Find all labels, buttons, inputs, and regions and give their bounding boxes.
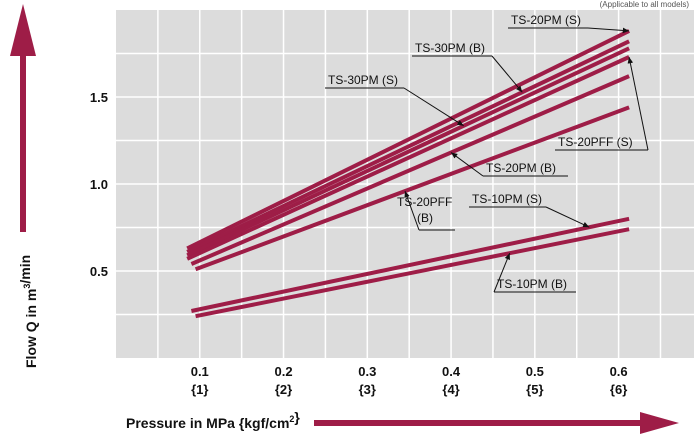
label-leader-arrow	[403, 87, 464, 127]
y-axis-label-text: Flow Q in m3/min	[17, 255, 39, 368]
series-line	[190, 216, 630, 313]
series-label: TS-20PM (B)	[486, 161, 556, 175]
y-tick-labels: 0.5 1.0 1.5	[90, 90, 108, 279]
x-axis-label-text: Pressure in MPa {kgf/cm2}	[126, 409, 300, 431]
axis-label-superscript: 3	[22, 284, 32, 289]
x-tick-sublabel: {3}	[359, 382, 376, 397]
x-tick-label: 0.6	[610, 364, 628, 379]
series-line	[186, 29, 630, 251]
series-label: TS-20PFF (S)	[558, 135, 633, 149]
series-label: TS-10PM (B)	[497, 277, 567, 291]
corner-note: (Applicable to all models)	[600, 0, 690, 9]
x-tick-sublabel: {1}	[191, 382, 208, 397]
axis-label-part: Flow Q in m	[23, 289, 39, 368]
axis-label-superscript: 2	[289, 414, 294, 424]
label-leader-arrow	[450, 152, 484, 177]
series-label: TS-20PFF	[397, 195, 452, 209]
axis-label-part: Pressure in MPa {kgf/cm	[126, 415, 289, 431]
label-leader-arrow	[404, 190, 420, 231]
x-tick-sublabel: {5}	[526, 382, 543, 397]
label-leader-arrow	[491, 55, 523, 93]
x-tick-sublabel: {2}	[275, 382, 292, 397]
x-axis-label: Pressure in MPa {kgf/cm2}	[126, 409, 300, 431]
label-leader-arrow	[493, 253, 511, 293]
x-tick-sublabel: {6}	[610, 382, 627, 397]
x-axis-arrow	[314, 412, 679, 434]
series-line	[186, 46, 630, 258]
x-tick-label: 0.2	[274, 364, 292, 379]
y-axis-label: Flow Q in m3/min	[17, 255, 39, 368]
axis-label-part: }	[294, 409, 300, 425]
series-annotations: TS-20PM (S) TS-30PM (B) TS-30PM (S) TS-20PF…	[325, 13, 649, 293]
series-line	[195, 227, 630, 319]
x-tick-label: 0.3	[358, 364, 376, 379]
x-tick-sublabel: {4}	[442, 382, 459, 397]
series-line	[186, 39, 630, 254]
series-label: TS-10PM (S)	[472, 192, 542, 206]
series-line	[190, 74, 630, 266]
y-axis-arrow-shape	[10, 4, 36, 232]
x-tick-label: 0.1	[191, 364, 209, 379]
axis-label-part: /min	[17, 255, 33, 284]
label-leader-arrow	[627, 56, 649, 151]
y-axis-arrow	[10, 4, 36, 232]
grid-lines	[116, 10, 694, 358]
y-tick-label: 0.5	[90, 264, 108, 279]
label-leader-arrow	[545, 206, 590, 228]
series-line	[194, 105, 630, 272]
x-tick-label: 0.4	[442, 364, 461, 379]
series-lines	[186, 29, 630, 319]
x-tick-label: 0.5	[526, 364, 544, 379]
x-tick-labels: 0.1 {1} 0.2 {2} 0.3 {3} 0.4 {4} 0.5 {5} 0.6 {6}	[191, 364, 628, 397]
series-label: TS-20PM (S)	[511, 13, 581, 27]
label-leader-arrow	[587, 27, 630, 34]
y-tick-label: 1.5	[90, 90, 108, 105]
series-label: TS-30PM (B)	[415, 41, 485, 55]
series-label: TS-30PM (S)	[328, 73, 398, 87]
y-tick-label: 1.0	[90, 177, 108, 192]
series-line	[186, 55, 630, 261]
series-label-line2: (B)	[417, 211, 433, 225]
